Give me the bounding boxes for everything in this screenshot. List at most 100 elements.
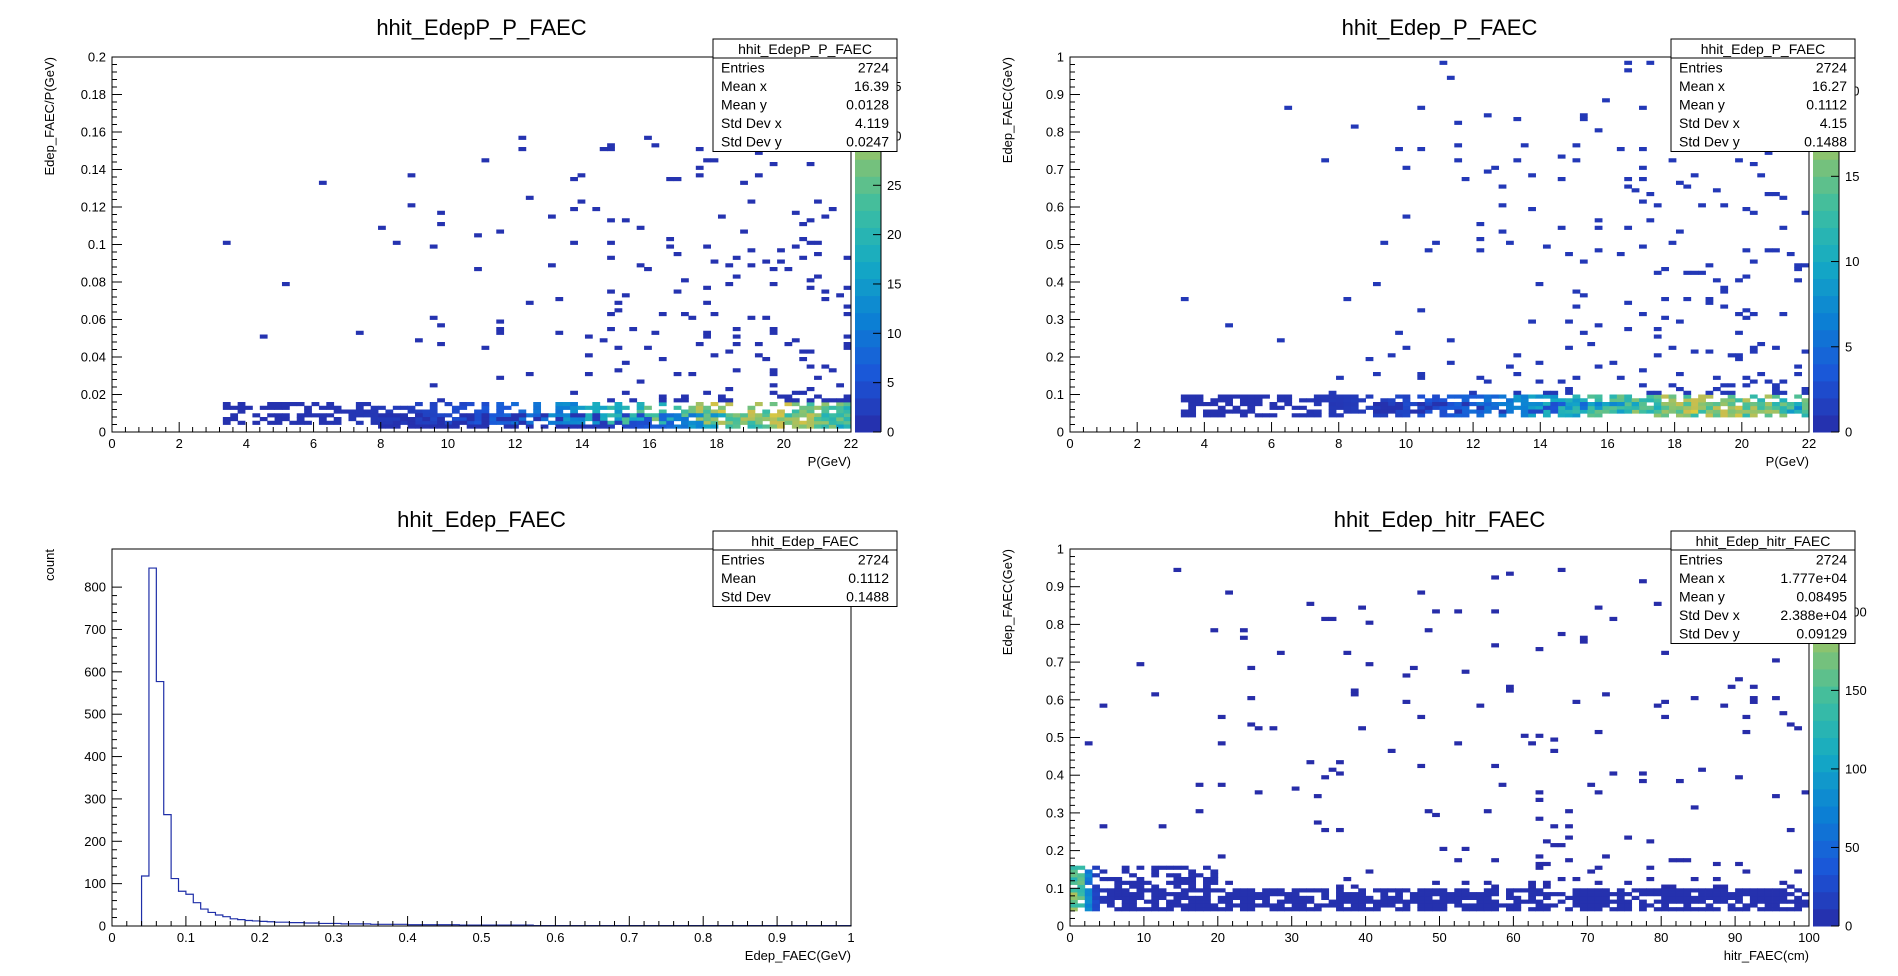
p3-xtick-label: 0.4	[399, 930, 417, 945]
p4-cell	[1195, 895, 1204, 901]
p4-cell	[1084, 907, 1093, 912]
p2-cell	[1779, 390, 1788, 395]
p4-cell	[1476, 892, 1485, 897]
p1-cell	[769, 424, 778, 429]
p4-cell	[1114, 888, 1123, 893]
p2-cell	[1454, 120, 1463, 125]
p4-cell	[1092, 865, 1100, 870]
p2-cell	[1720, 409, 1729, 414]
p4-cell	[1158, 892, 1167, 897]
p4-cell	[1136, 884, 1145, 889]
p2-cell	[1513, 398, 1522, 403]
p1-cell	[548, 413, 556, 418]
p4-cell	[1092, 899, 1100, 904]
p4-cell	[1387, 903, 1396, 908]
p4-cell	[1299, 903, 1307, 908]
p1-cell	[422, 424, 431, 429]
p4-cell	[1070, 876, 1078, 882]
p4-stats-key: Mean y	[1679, 589, 1725, 605]
p4-palette-band	[1813, 908, 1839, 927]
p4-cell	[1158, 888, 1167, 893]
p4-cell	[1099, 703, 1108, 708]
p4-cell	[1653, 892, 1662, 897]
p4-cell	[1624, 880, 1633, 885]
p4-cell	[1432, 888, 1440, 893]
p4-cell	[1247, 892, 1256, 897]
p4-cell	[1380, 903, 1389, 908]
p2-cell	[1720, 402, 1729, 407]
p4-cell	[1158, 824, 1167, 829]
p2-cell	[1772, 409, 1780, 414]
p1-cell	[806, 409, 815, 414]
p2-cell	[1727, 398, 1736, 403]
p4-cell	[1232, 903, 1241, 908]
p4-cell	[1114, 884, 1123, 889]
p1-cell	[614, 420, 623, 425]
p4-cell	[1602, 888, 1610, 893]
p4-cell	[1262, 895, 1270, 901]
p2-cell	[1409, 402, 1418, 407]
p4-cell	[1520, 899, 1529, 904]
p2-cell	[1247, 409, 1256, 414]
p1-cell	[392, 413, 401, 418]
p4-cell	[1299, 899, 1307, 904]
p4-cell	[1535, 865, 1544, 870]
p4-cell	[1683, 907, 1692, 912]
p1-cell	[777, 394, 785, 399]
p1-cell	[318, 405, 327, 410]
p1-cell	[821, 364, 830, 369]
p4-cell	[1513, 895, 1522, 901]
p4-cell	[1136, 892, 1145, 897]
p4-cell	[1668, 895, 1677, 901]
p4-cell	[1166, 865, 1174, 870]
p1-cell	[414, 338, 423, 343]
p2-cell	[1372, 405, 1381, 410]
p2-cell	[1749, 259, 1758, 264]
p1-cell	[437, 210, 445, 215]
p1-cell	[629, 327, 638, 332]
p1-cell	[296, 417, 305, 422]
p4-cell	[1624, 899, 1633, 904]
p1-cell	[577, 420, 586, 425]
p2-cell	[1424, 405, 1433, 410]
p1-cell	[437, 413, 445, 418]
p1-cell	[769, 383, 778, 388]
p2-cell	[1794, 263, 1803, 268]
p2-cell	[1350, 124, 1359, 129]
p1-cell	[688, 315, 697, 320]
p4-cell	[1195, 899, 1204, 904]
p4-cell	[1143, 888, 1152, 893]
p4-cell	[1565, 809, 1573, 814]
p4-cell	[1513, 899, 1522, 904]
p1-cell	[754, 353, 763, 358]
p4-cell	[1698, 888, 1706, 893]
p4-palette-band	[1813, 651, 1839, 670]
p2-cell	[1668, 158, 1677, 163]
p2-palette-band	[1813, 193, 1839, 211]
p1-cell	[843, 424, 852, 429]
p1-cell	[584, 405, 593, 410]
p1-cell	[843, 345, 852, 350]
p4-cell	[1661, 714, 1669, 720]
p4-cell	[1668, 858, 1677, 863]
p4-cell	[1188, 903, 1197, 908]
p1-cell	[636, 409, 645, 414]
p4-cell	[1439, 888, 1448, 893]
p1-cell	[570, 413, 578, 418]
p4-cell	[1801, 899, 1810, 904]
p1-cell	[791, 417, 800, 422]
p1-ytick-label: 0.2	[88, 50, 106, 65]
p2-cell	[1764, 394, 1773, 399]
p4-cell	[1639, 903, 1647, 908]
p2-cell	[1749, 409, 1758, 414]
p4-cell	[1624, 892, 1633, 897]
p1-palette-band	[855, 210, 881, 228]
p2-cell	[1343, 394, 1352, 399]
p1-cell	[311, 402, 320, 407]
p2-cell	[1424, 402, 1433, 407]
p2-cell	[1542, 390, 1551, 395]
p4-cell	[1313, 903, 1322, 908]
p4-cell	[1336, 899, 1344, 904]
p4-cell	[1675, 895, 1684, 901]
